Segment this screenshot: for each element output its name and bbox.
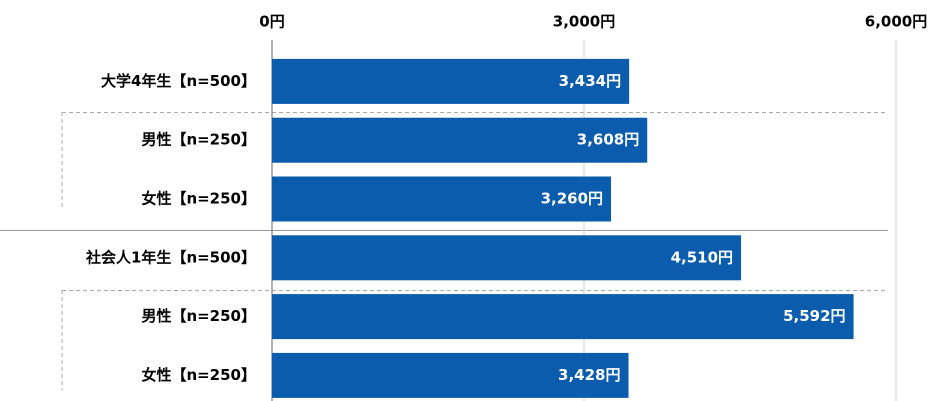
y-tick-label: 男性【n=250】 [141,131,256,149]
y-tick-label: 大学4年生【n=500】 [101,72,256,90]
x-tick-label: 6,000円 [865,13,927,31]
value-label: 3,608円 [577,131,639,149]
bar [272,58,630,104]
x-tick-label: 3,000円 [553,13,615,31]
bar [272,352,629,398]
bar [272,235,742,281]
subgroup-bracket [61,112,888,210]
y-tick-label: 社会人1年生【n=500】 [85,248,256,266]
y-tick-label: 男性【n=250】 [141,307,256,325]
bar [272,176,612,222]
x-tick-label: 0円 [259,13,284,31]
bar [272,294,854,340]
value-label: 5,592円 [783,307,845,325]
y-tick-label: 女性【n=250】 [141,190,256,208]
bar [272,117,648,163]
value-label: 4,510円 [671,248,733,266]
y-tick-label: 女性【n=250】 [141,366,256,384]
subgroup-bracket [61,290,888,390]
value-label: 3,260円 [541,190,603,208]
value-label: 3,428円 [558,366,620,384]
value-label: 3,434円 [559,72,621,90]
